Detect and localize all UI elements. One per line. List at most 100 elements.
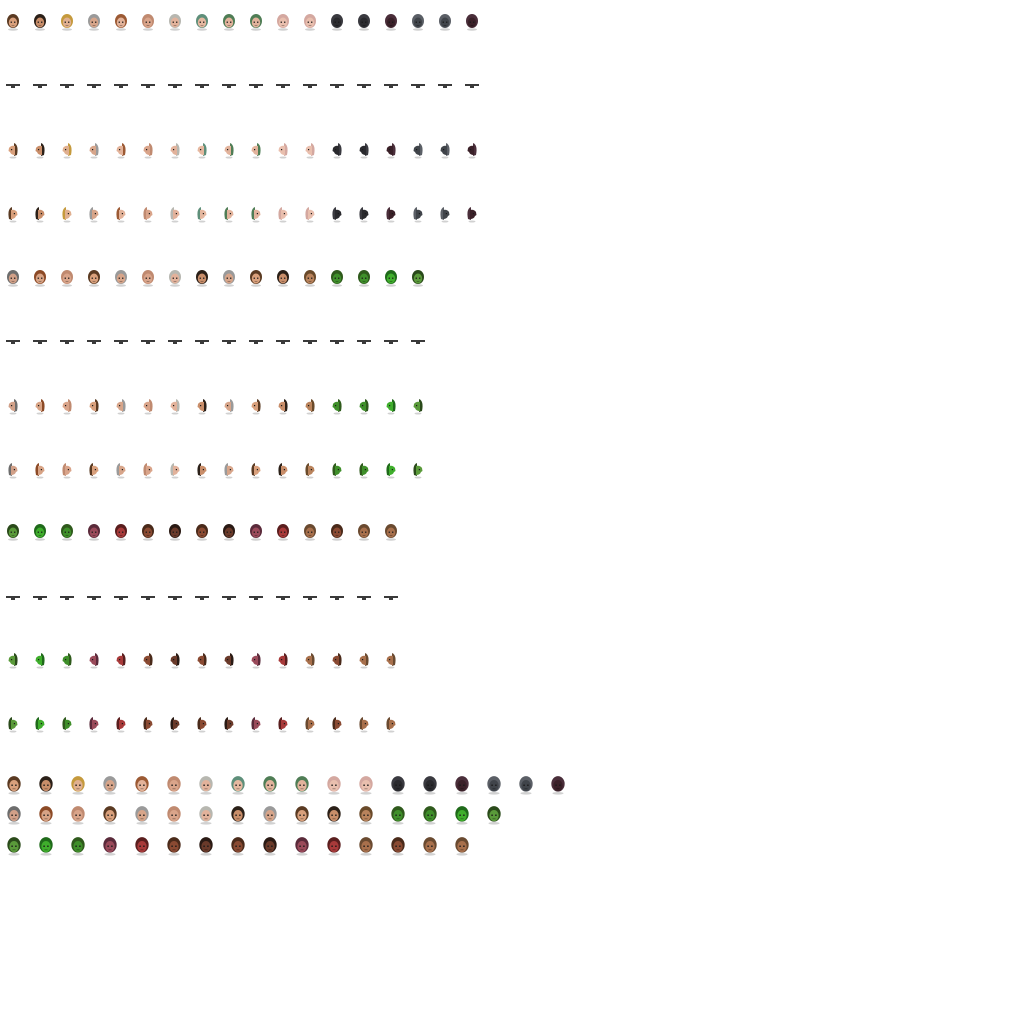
head-sprite-front-human_bald xyxy=(142,14,154,31)
head-preview-human_brown xyxy=(295,806,309,825)
head-sprite-front-helm_steel xyxy=(439,14,451,31)
head-sprite-front-dwarf_grey xyxy=(7,270,19,287)
head-sprite-left-human_grey xyxy=(224,399,234,415)
head-sprite-right-helm_plum xyxy=(467,207,477,223)
head-sprite-left-helm_plum xyxy=(467,143,477,159)
head-sprite-left-helm_steel xyxy=(413,143,423,159)
head-sprite-front-gnome_pink xyxy=(277,14,289,31)
head-sprite-right-demon_red xyxy=(278,717,288,733)
head-sprite-front-demon_brown xyxy=(331,524,343,541)
head-preview-human_grey xyxy=(135,806,149,825)
empty-frame-marker xyxy=(384,340,398,344)
head-sprite-left-human_grey xyxy=(116,399,126,415)
empty-frame-marker xyxy=(222,340,236,344)
head-sprite-left-gnome_pink xyxy=(305,143,315,159)
head-sprite-right-human_bald xyxy=(143,463,153,479)
empty-frame-marker xyxy=(33,340,47,344)
empty-frame-marker xyxy=(141,340,155,344)
head-sprite-left-helm_steel xyxy=(440,143,450,159)
empty-frame-marker xyxy=(195,596,209,600)
head-sprite-right-demon_tan xyxy=(359,717,369,733)
head-preview-human_bald xyxy=(71,806,85,825)
head-sprite-right-demon_brown xyxy=(143,717,153,733)
head-preview-demon_brown xyxy=(391,837,405,856)
head-sprite-front-demon_tan xyxy=(385,524,397,541)
head-sprite-front-human_red xyxy=(115,14,127,31)
head-preview-elf_green xyxy=(263,776,277,795)
empty-frame-marker xyxy=(249,84,263,88)
head-sprite-front-human_blond xyxy=(61,14,73,31)
empty-frame-marker xyxy=(276,596,290,600)
head-sprite-left-elf_green xyxy=(224,143,234,159)
head-sprite-right-demon_brown xyxy=(332,717,342,733)
head-sprite-front-human_grey xyxy=(115,270,127,287)
empty-frame-marker xyxy=(6,596,20,600)
head-sprite-right-helm_steel xyxy=(413,207,423,223)
head-sprite-front-tanned xyxy=(304,270,316,287)
head-sprite-front-elf_silver xyxy=(169,14,181,31)
head-sprite-right-human_blond xyxy=(62,207,72,223)
head-sprite-front-elf_green xyxy=(223,14,235,31)
empty-frame-marker xyxy=(357,84,371,88)
empty-frame-marker xyxy=(60,84,74,88)
empty-frame-marker xyxy=(195,340,209,344)
head-preview-human_red xyxy=(135,776,149,795)
head-preview-human_grey xyxy=(263,806,277,825)
head-sprite-left-dwarf_red xyxy=(35,399,45,415)
head-preview-demon_red xyxy=(135,837,149,856)
head-sprite-front-demon_tan xyxy=(304,524,316,541)
head-preview-demon_red xyxy=(327,837,341,856)
empty-frame-marker xyxy=(6,340,20,344)
head-sprite-front-dwarf_red xyxy=(34,270,46,287)
head-preview-gnome_pink xyxy=(359,776,373,795)
head-sprite-right-demon_dark xyxy=(170,717,180,733)
empty-frame-marker xyxy=(438,84,452,88)
empty-frame-marker xyxy=(87,340,101,344)
head-sprite-front-human_dark xyxy=(196,270,208,287)
head-preview-orc_bright xyxy=(39,837,53,856)
head-sprite-left-human_bald xyxy=(62,399,72,415)
head-sprite-left-demon_red xyxy=(278,653,288,669)
head-sprite-left-human_dark xyxy=(278,399,288,415)
head-preview-orc_green xyxy=(423,806,437,825)
head-sprite-front-demon_mauve xyxy=(250,524,262,541)
head-sprite-right-orc_green xyxy=(332,463,342,479)
head-sprite-right-orc_green xyxy=(62,717,72,733)
empty-frame-marker xyxy=(87,84,101,88)
head-sprite-front-orc_green xyxy=(358,270,370,287)
head-sprite-right-demon_dark xyxy=(224,717,234,733)
head-sprite-right-elf_teal xyxy=(197,207,207,223)
head-sprite-front-demon_dark xyxy=(223,524,235,541)
head-sprite-right-human_grey xyxy=(89,207,99,223)
empty-frame-marker xyxy=(411,84,425,88)
empty-frame-marker xyxy=(168,596,182,600)
empty-frame-marker xyxy=(222,596,236,600)
head-sprite-right-demon_mauve xyxy=(251,717,261,733)
head-preview-helm_plum xyxy=(551,776,565,795)
head-sprite-right-human_red xyxy=(116,207,126,223)
empty-frame-marker xyxy=(168,84,182,88)
head-sprite-front-troll_green xyxy=(7,524,19,541)
head-sprite-front-demon_brown xyxy=(142,524,154,541)
empty-frame-marker xyxy=(33,596,47,600)
empty-frame-marker xyxy=(168,340,182,344)
head-sprite-front-human_grey xyxy=(88,14,100,31)
head-preview-dwarf_grey xyxy=(7,806,21,825)
head-preview-elf_silver xyxy=(199,776,213,795)
head-sprite-left-troll_green xyxy=(8,653,18,669)
head-sprite-left-human_red xyxy=(116,143,126,159)
head-preview-demon_tan xyxy=(359,837,373,856)
head-sprite-right-human_dark xyxy=(278,463,288,479)
head-sprite-right-human_dark xyxy=(35,207,45,223)
head-sprite-right-helm_plum xyxy=(386,207,396,223)
head-sprite-right-elf_green xyxy=(224,207,234,223)
head-sprite-left-orc_green xyxy=(62,653,72,669)
head-sprite-right-human_bald xyxy=(143,207,153,223)
head-sprite-left-demon_dark xyxy=(170,653,180,669)
head-preview-orc_green xyxy=(391,806,405,825)
head-preview-orc_green xyxy=(71,837,85,856)
head-sprite-left-human_blond xyxy=(62,143,72,159)
head-sprite-front-demon_mauve xyxy=(88,524,100,541)
empty-frame-marker xyxy=(222,84,236,88)
head-preview-orc_bright xyxy=(455,806,469,825)
